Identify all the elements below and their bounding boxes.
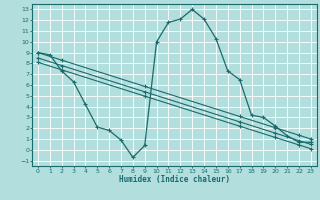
- X-axis label: Humidex (Indice chaleur): Humidex (Indice chaleur): [119, 175, 230, 184]
